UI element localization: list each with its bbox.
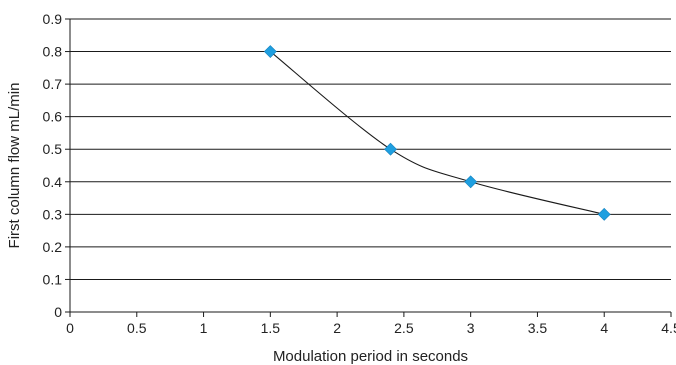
series-line	[269, 51, 605, 215]
x-tick-label: 3	[467, 320, 475, 336]
x-tick-label: 2.5	[394, 320, 414, 336]
data-point-marker	[263, 45, 277, 58]
data-point-marker	[464, 175, 478, 189]
y-tick-label: 0.1	[43, 271, 63, 287]
series-group	[263, 45, 611, 221]
x-tick-label: 0	[66, 320, 74, 336]
axes	[65, 18, 672, 317]
y-tick-label: 0.3	[43, 206, 63, 222]
y-tick-label: 0.9	[43, 11, 63, 27]
x-tick-label: 2	[333, 320, 341, 336]
x-tick-label: 1	[200, 320, 208, 336]
x-tick-labels: 0 0.5 1 1.5 2 2.5 3 3.5 4 4.5	[66, 320, 676, 336]
y-tick-label: 0.6	[43, 109, 63, 125]
y-tick-label: 0.2	[43, 239, 63, 255]
x-tick-label: 3.5	[528, 320, 548, 336]
y-tick-labels: 0 0.1 0.2 0.3 0.4 0.5 0.6 0.7 0.8 0.9	[43, 11, 63, 320]
gridlines	[70, 18, 671, 280]
x-tick-label: 4.5	[661, 320, 676, 336]
y-tick-label: 0.7	[43, 76, 63, 92]
x-tick-label: 0.5	[127, 320, 147, 336]
data-point-marker	[384, 142, 397, 156]
y-tick-label: 0	[54, 304, 62, 320]
x-tick-label: 4	[600, 320, 608, 336]
x-tick-label: 1.5	[261, 320, 281, 336]
y-tick-label: 0.4	[43, 174, 63, 190]
data-point-marker	[597, 207, 611, 221]
y-tick-label: 0.5	[43, 141, 63, 157]
x-axis-title: Modulation period in seconds	[273, 348, 468, 365]
y-axis-title: First column flow mL/min	[6, 83, 23, 249]
y-tick-label: 0.8	[43, 44, 63, 60]
